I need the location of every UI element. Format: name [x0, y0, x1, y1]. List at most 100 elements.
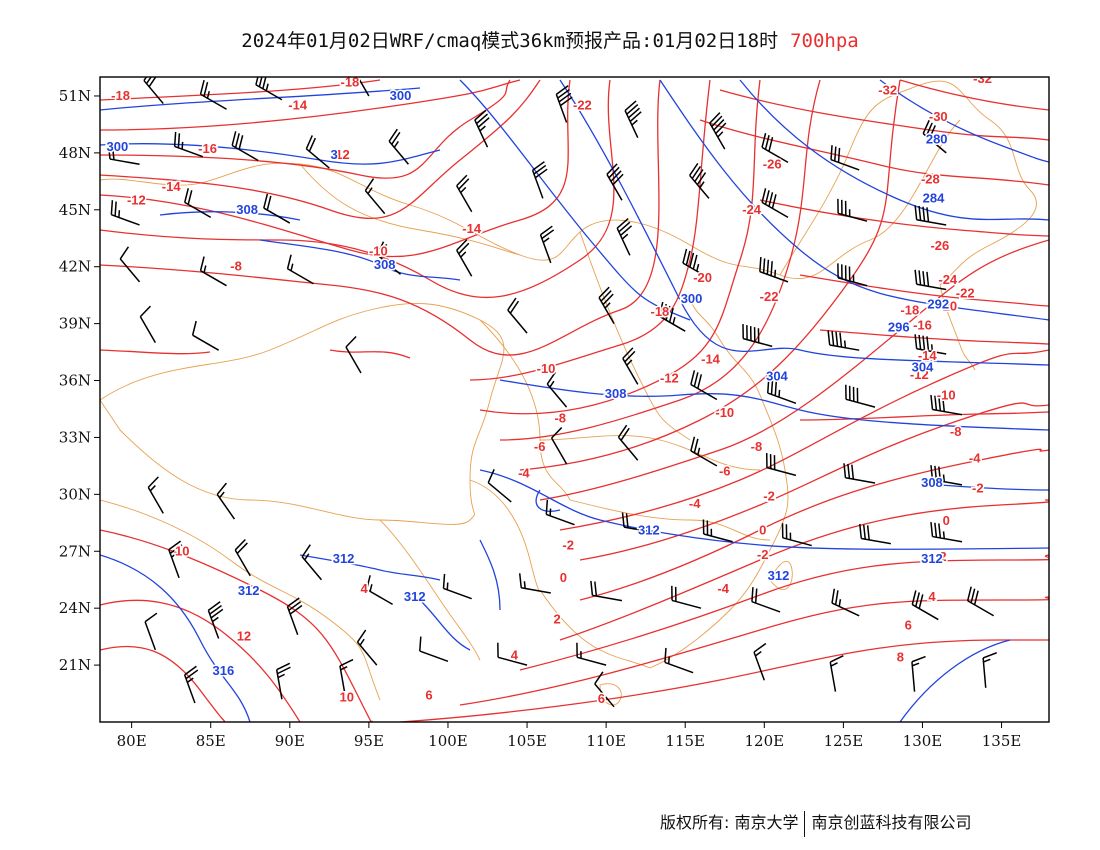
- height-contour: [299, 554, 441, 581]
- lon-tick-label: 95E: [354, 732, 384, 750]
- temperature-label: -22: [956, 285, 975, 300]
- temperature-label: -14: [462, 221, 482, 236]
- height-label: 284: [923, 190, 945, 205]
- wind-barb: [930, 522, 963, 543]
- lon-tick-label: 135E: [982, 732, 1022, 750]
- temperature-label: -16: [913, 318, 932, 333]
- lat-tick-label: 33N: [59, 428, 91, 446]
- wind-barb: [518, 573, 551, 594]
- lat-tick-label: 39N: [59, 315, 91, 333]
- temperature-label: -8: [950, 424, 962, 439]
- lat-tick-label: 27N: [59, 542, 91, 560]
- height-label: 312: [238, 583, 260, 598]
- wind-barb: [658, 301, 686, 332]
- height-contour: [899, 639, 1011, 722]
- sichuan-boundary: [479, 319, 571, 501]
- temperature-label: -8: [554, 410, 566, 425]
- wind-barb: [119, 246, 141, 283]
- wind-barb: [376, 241, 401, 275]
- wind-barb: [255, 77, 283, 101]
- lon-tick-label: 110E: [586, 732, 626, 750]
- wind-barb: [827, 330, 860, 351]
- temperature-label: 2: [939, 549, 946, 564]
- wind-barb: [859, 523, 891, 545]
- wind-barb: [442, 573, 472, 600]
- temperature-contour: [100, 79, 521, 131]
- height-contour: [419, 599, 471, 651]
- province-2: [539, 435, 761, 471]
- lat-tick-label: 21N: [59, 656, 91, 674]
- temperature-label-layer: -18-14-16 -12-14-12-14-10-8-22-26-24-20-2…: [110, 71, 994, 708]
- wind-barb: [606, 163, 624, 201]
- temperature-contour: [100, 79, 661, 356]
- temperature-label: -32: [973, 71, 992, 86]
- wind-barb: [831, 588, 860, 617]
- temperature-label: 6: [905, 617, 912, 632]
- temperature-label: -10: [369, 244, 388, 259]
- height-label: 308: [374, 257, 396, 272]
- temperature-label: -8: [751, 439, 763, 454]
- temperature-label: -18: [651, 304, 670, 319]
- wind-barb: [837, 263, 868, 287]
- wind-barb: [682, 248, 710, 279]
- height-contour: [459, 79, 691, 321]
- temperature-contour: [459, 596, 1049, 706]
- wind-barb: [216, 482, 236, 520]
- temperature-label: 4: [361, 581, 369, 596]
- temperature-label: 6: [598, 691, 605, 706]
- temperature-label: -30: [929, 109, 948, 124]
- wind-barb: [742, 324, 773, 348]
- height-contour: [100, 554, 251, 722]
- wind-barb: [286, 597, 303, 635]
- height-contour: [159, 211, 301, 221]
- lat-tick-label: 48N: [59, 144, 91, 162]
- wind-barb: [671, 585, 702, 609]
- temperature-contour: [100, 79, 615, 298]
- wind-barb: [144, 612, 158, 651]
- lat-tick-label: 36N: [59, 372, 91, 390]
- temperature-contours: [100, 79, 1049, 722]
- temperature-label: 2: [553, 612, 560, 627]
- height-label: 304: [912, 359, 934, 374]
- temperature-contour: [899, 79, 1049, 111]
- temperature-label: -22: [760, 289, 779, 304]
- wind-barb: [474, 109, 490, 148]
- temperature-label: -2: [972, 481, 984, 496]
- height-label: 308: [921, 475, 943, 490]
- wind-barb: [689, 162, 710, 199]
- temperature-label: -12: [910, 367, 929, 382]
- title-level: 700hpa: [790, 30, 859, 52]
- hainan: [599, 683, 622, 706]
- wind-barb: [829, 655, 844, 692]
- wind-barb: [765, 453, 797, 477]
- height-label: 308: [236, 202, 258, 217]
- height-label: 300: [681, 291, 703, 306]
- wind-barb: [357, 77, 370, 97]
- temperature-contour: [539, 239, 1049, 501]
- wind-barb: [590, 580, 623, 602]
- wind-barb: [497, 642, 528, 666]
- temperature-contour: [819, 329, 1049, 345]
- temperature-label: 4: [511, 648, 519, 663]
- height-contour: [739, 79, 1049, 221]
- wind-barb: [388, 128, 409, 165]
- lon-tick-label: 120E: [745, 732, 785, 750]
- temperature-label: -14: [918, 348, 938, 363]
- wind-barb: [930, 394, 963, 416]
- temperature-label: -16: [198, 141, 217, 156]
- height-contour: [499, 379, 1049, 431]
- temperature-contour: [559, 349, 1049, 531]
- wind-barb: [345, 335, 362, 374]
- wind-barb: [545, 499, 575, 526]
- temperature-label: 0: [560, 570, 567, 585]
- temperature-label: 4: [928, 589, 936, 604]
- wind-barb: [766, 378, 797, 404]
- copyright: 版权所有: 南京大学 南京创蓝科技有限公司: [660, 809, 972, 837]
- height-contour: [479, 539, 501, 611]
- wind-barb: [914, 334, 947, 355]
- wind-barb: [301, 544, 323, 581]
- province-3: [569, 499, 771, 541]
- height-contour: [559, 79, 1049, 366]
- temperature-contour: [469, 79, 711, 381]
- lon-tick-label: 85E: [196, 732, 226, 750]
